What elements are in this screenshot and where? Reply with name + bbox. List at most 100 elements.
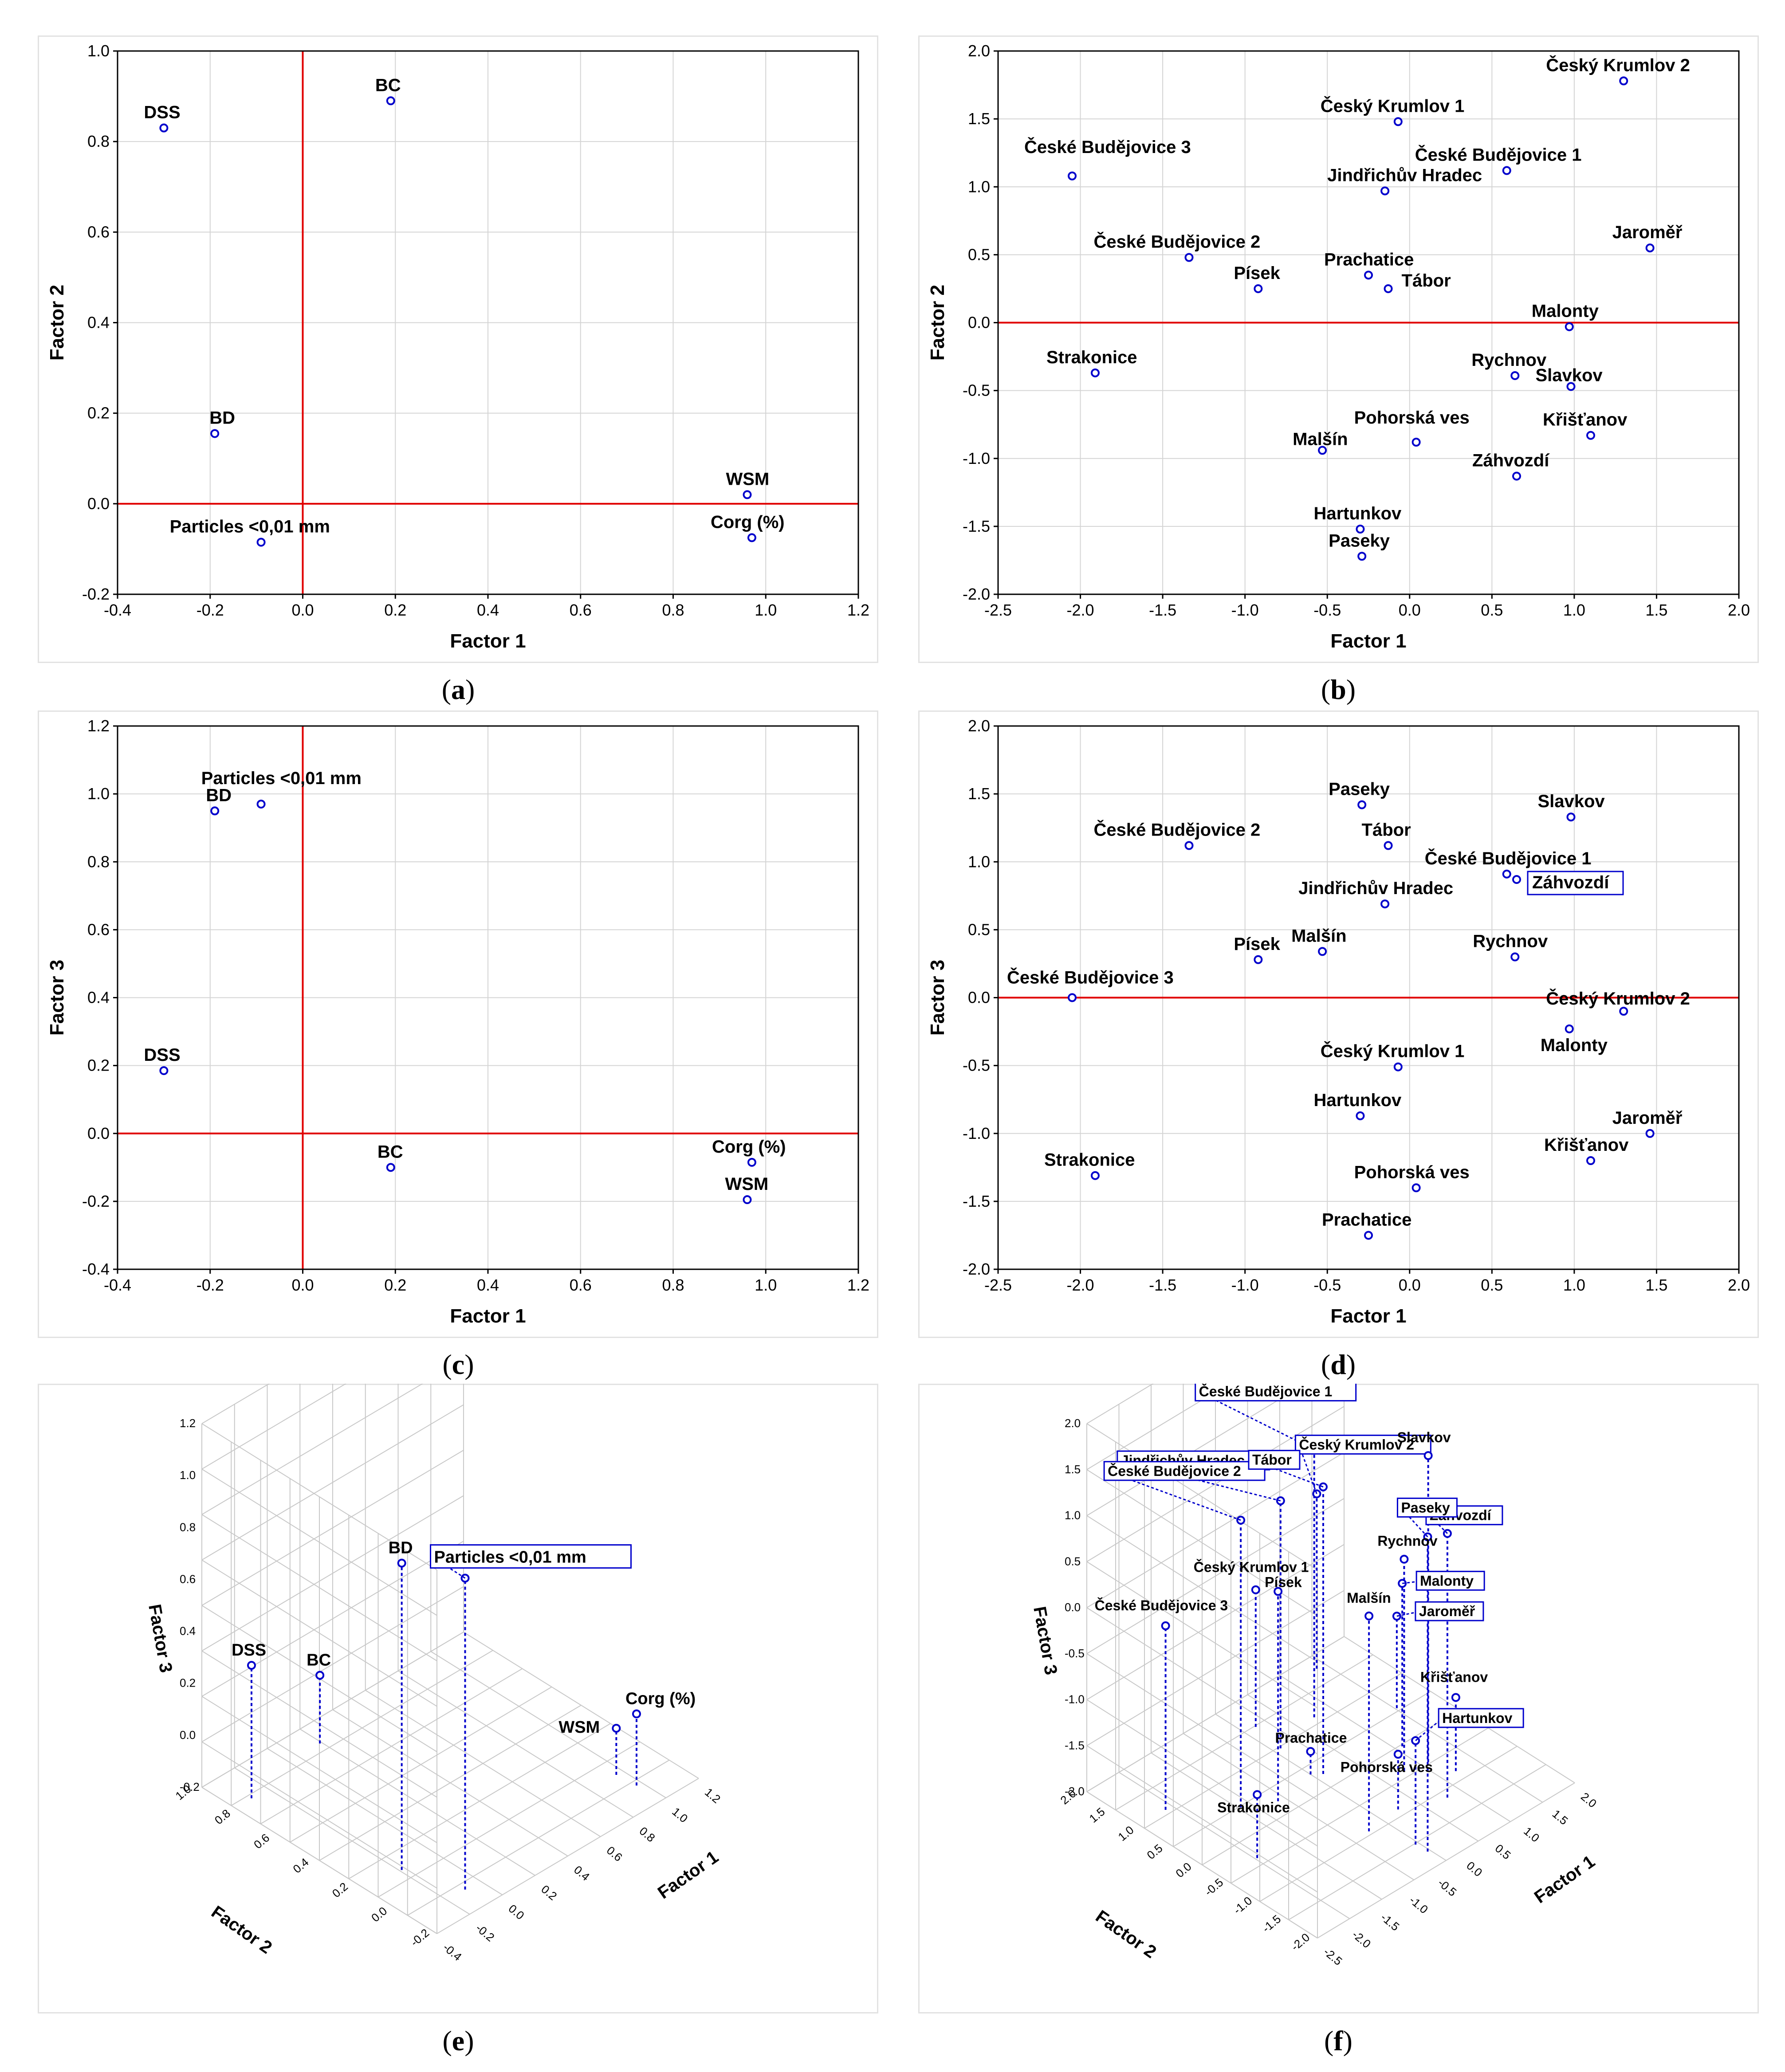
data-point <box>1184 253 1194 262</box>
point-label: BD <box>206 785 232 805</box>
data-point <box>386 1163 395 1172</box>
floor-grid-line <box>231 1650 493 1806</box>
point-label: Malšín <box>1291 926 1346 946</box>
floor-grid-line <box>1202 1709 1460 1865</box>
data-point <box>1312 1489 1321 1499</box>
data-point <box>1253 1790 1262 1799</box>
point-label: Jindřichův Hradec <box>1327 165 1482 185</box>
y-tick-label: 0.6 <box>87 920 110 938</box>
data-point <box>1068 171 1077 181</box>
point-label: Malšín <box>1347 1590 1391 1606</box>
panel-frame <box>38 1384 878 2013</box>
data-point <box>315 1671 325 1680</box>
data-point <box>1566 812 1576 822</box>
point-label: Český Krumlov 1 <box>1321 95 1465 116</box>
point-label: Rychnov <box>1473 932 1548 951</box>
point-label: DSS <box>144 1045 180 1065</box>
wall-grid-line <box>1086 1515 1318 1663</box>
floor-grid-line <box>1279 1675 1511 1822</box>
data-point <box>1393 117 1403 126</box>
caption-b: (b) <box>1321 674 1356 705</box>
point-label: Jaroměř <box>1612 223 1683 242</box>
x-tick-label: -0.4 <box>104 601 131 619</box>
data-point <box>632 1709 641 1719</box>
data-point <box>1512 875 1521 884</box>
data-point <box>1364 271 1373 280</box>
data-point <box>1512 471 1521 481</box>
point-label: Jindřichův Hradec <box>1298 879 1453 898</box>
y-tick-label: 0.2 <box>87 1056 110 1075</box>
plot-border <box>997 725 1740 1270</box>
y-tick-label: 0.2 <box>87 404 110 422</box>
x-tick-label: -0.4 <box>104 1276 131 1294</box>
data-point <box>1384 284 1393 293</box>
z-tick-label: -1.5 <box>1065 1738 1085 1752</box>
z-tick-label: -2.0 <box>1065 1785 1085 1798</box>
data-point <box>747 1158 756 1167</box>
data-point <box>1619 1007 1628 1016</box>
x-tick-label: 2.0 <box>1728 601 1750 619</box>
wall-grid-line <box>201 1468 437 1616</box>
point-label: Český Krumlov 2 <box>1299 1436 1414 1452</box>
y-tick-label: 0.0 <box>968 989 990 1007</box>
data-point <box>1068 993 1077 1002</box>
x-tick-label: 1.0 <box>1563 1276 1585 1294</box>
floor-grid-line <box>463 1632 699 1779</box>
leader-line <box>1415 1718 1443 1741</box>
data-point <box>247 1661 256 1670</box>
data-point <box>1392 1612 1401 1621</box>
y-axis-label: Factor 3 <box>927 960 948 1036</box>
data-point <box>1393 1062 1403 1071</box>
point-label: Český Krumlov 2 <box>1546 988 1690 1009</box>
point-label: Tábor <box>1362 820 1411 840</box>
x-tick-label: 0.8 <box>662 1276 684 1294</box>
point-label: WSM <box>558 1718 600 1737</box>
data-point <box>210 806 220 816</box>
x-tick-label: -2.0 <box>1067 1276 1094 1294</box>
point-label: Písek <box>1265 1574 1302 1590</box>
y-tick-label: -2.0 <box>963 1260 990 1278</box>
z-tick-label: -1.0 <box>1065 1693 1085 1706</box>
y-tick-label: 2.0 <box>968 42 990 60</box>
wall-grid-line <box>201 1450 464 1606</box>
point-label: Jaroměř <box>1612 1108 1683 1128</box>
y-tick-label: 0.8 <box>87 852 110 871</box>
y-tick-label: 0.0 <box>87 1124 110 1142</box>
x-tick-label: 0.2 <box>384 601 406 619</box>
data-point <box>1502 869 1511 879</box>
z-tick-label: -0.5 <box>1065 1647 1085 1660</box>
floor-grid-line <box>1144 1672 1402 1829</box>
y-tick-label: 0.6 <box>87 223 110 241</box>
y-tick-label: 1.2 <box>87 717 110 735</box>
point-label: Paseky <box>1401 1499 1450 1515</box>
x-tick-label: -2.5 <box>984 1276 1012 1294</box>
chart-panel-f: -2.5-2.0-1.5-1.0-0.50.00.51.01.52.0-2.0-… <box>918 1384 1759 2013</box>
x-tick-label: -2.5 <box>984 601 1012 619</box>
point-label: Slavkov <box>1535 365 1603 385</box>
point-label: České Budějovice 3 <box>1024 137 1191 157</box>
data-point <box>747 533 756 542</box>
point-label: Křišťanov <box>1543 410 1628 430</box>
caption-f: (f) <box>1324 2025 1353 2056</box>
x-tick-label: 1.5 <box>1645 601 1667 619</box>
x-tick-label: 0.2 <box>384 1276 406 1294</box>
point-label: BC <box>377 1142 403 1162</box>
data-point <box>1565 322 1574 331</box>
point-label: Pohorská ves <box>1354 1162 1470 1182</box>
point-label: Český Krumlov 1 <box>1194 1559 1309 1575</box>
x-axis-label: Factor 1 <box>450 630 526 652</box>
wall-grid-line <box>1086 1452 1345 1608</box>
point-label: České Budějovice 3 <box>1007 967 1174 988</box>
x-tick-label: 0.6 <box>570 601 592 619</box>
point-label: Český Krumlov 1 <box>1321 1041 1465 1061</box>
point-label: Písek <box>1234 263 1280 283</box>
leader-line <box>1396 1611 1419 1617</box>
data-point <box>256 538 266 547</box>
data-point <box>159 123 169 133</box>
z-tick-label: 0.0 <box>180 1728 196 1742</box>
y-tick-label: -1.0 <box>963 1124 990 1142</box>
chart-panel-e: -0.4-0.20.00.20.40.60.81.01.2-0.20.00.20… <box>38 1384 878 2013</box>
y-tick-label: 0.5 <box>968 245 990 263</box>
x-axis-label: Factor 1 <box>1330 1305 1406 1327</box>
point-label: České Budějovice 1 <box>1415 145 1582 165</box>
